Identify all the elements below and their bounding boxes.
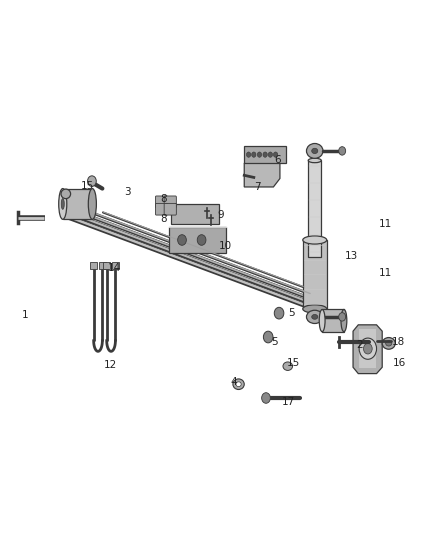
Circle shape <box>274 308 284 319</box>
Ellipse shape <box>307 310 323 324</box>
Ellipse shape <box>312 314 318 319</box>
Ellipse shape <box>382 337 395 349</box>
Bar <box>169 227 226 253</box>
Polygon shape <box>359 329 376 368</box>
Text: 1: 1 <box>22 310 29 320</box>
Ellipse shape <box>308 158 321 163</box>
Ellipse shape <box>303 236 327 244</box>
Bar <box>90 262 97 269</box>
Text: 8: 8 <box>160 193 167 204</box>
Circle shape <box>178 235 186 245</box>
Bar <box>244 146 286 163</box>
Text: 18: 18 <box>392 337 406 347</box>
FancyBboxPatch shape <box>164 204 177 215</box>
Text: 3: 3 <box>124 187 131 197</box>
Ellipse shape <box>307 143 323 158</box>
Circle shape <box>268 152 272 157</box>
Bar <box>112 262 119 269</box>
Ellipse shape <box>236 382 241 386</box>
Text: 5: 5 <box>271 337 278 347</box>
Text: 15: 15 <box>286 358 300 368</box>
Ellipse shape <box>386 341 392 346</box>
Text: 12: 12 <box>104 360 117 369</box>
Bar <box>103 262 110 269</box>
Ellipse shape <box>341 310 347 332</box>
Text: 10: 10 <box>219 241 232 252</box>
Bar <box>63 189 92 219</box>
Bar <box>99 262 106 269</box>
Text: 13: 13 <box>344 251 357 261</box>
Ellipse shape <box>303 305 327 313</box>
Circle shape <box>247 152 251 157</box>
Text: 8: 8 <box>160 214 167 224</box>
Circle shape <box>273 152 278 157</box>
Circle shape <box>261 393 270 403</box>
Circle shape <box>263 152 267 157</box>
Circle shape <box>339 313 346 321</box>
Circle shape <box>364 343 372 354</box>
Circle shape <box>359 338 377 359</box>
Ellipse shape <box>61 199 64 209</box>
Ellipse shape <box>233 379 244 390</box>
Text: 17: 17 <box>282 397 295 407</box>
FancyBboxPatch shape <box>155 196 168 208</box>
Polygon shape <box>353 325 382 374</box>
Ellipse shape <box>59 189 67 219</box>
Text: 4: 4 <box>231 377 237 387</box>
Circle shape <box>339 147 346 155</box>
Circle shape <box>197 235 206 245</box>
Text: 2: 2 <box>356 340 363 350</box>
Text: 5: 5 <box>288 308 294 318</box>
Text: 7: 7 <box>254 182 261 192</box>
Bar <box>308 160 321 257</box>
Bar <box>303 240 327 309</box>
FancyBboxPatch shape <box>164 196 177 208</box>
Circle shape <box>88 176 96 187</box>
Circle shape <box>263 331 273 343</box>
Text: 11: 11 <box>379 219 392 229</box>
Ellipse shape <box>61 189 71 199</box>
Ellipse shape <box>312 148 318 154</box>
Polygon shape <box>244 163 280 187</box>
Bar <box>171 204 219 224</box>
Ellipse shape <box>88 189 96 219</box>
Text: 6: 6 <box>275 156 281 165</box>
Bar <box>322 310 344 332</box>
Text: 11: 11 <box>379 268 392 278</box>
Circle shape <box>257 152 261 157</box>
Text: 14: 14 <box>108 263 121 272</box>
Text: 15: 15 <box>81 181 94 191</box>
Text: 16: 16 <box>393 358 406 368</box>
Ellipse shape <box>283 362 293 370</box>
FancyBboxPatch shape <box>155 204 168 215</box>
Text: 9: 9 <box>218 209 224 220</box>
Circle shape <box>252 152 256 157</box>
Ellipse shape <box>319 310 325 332</box>
